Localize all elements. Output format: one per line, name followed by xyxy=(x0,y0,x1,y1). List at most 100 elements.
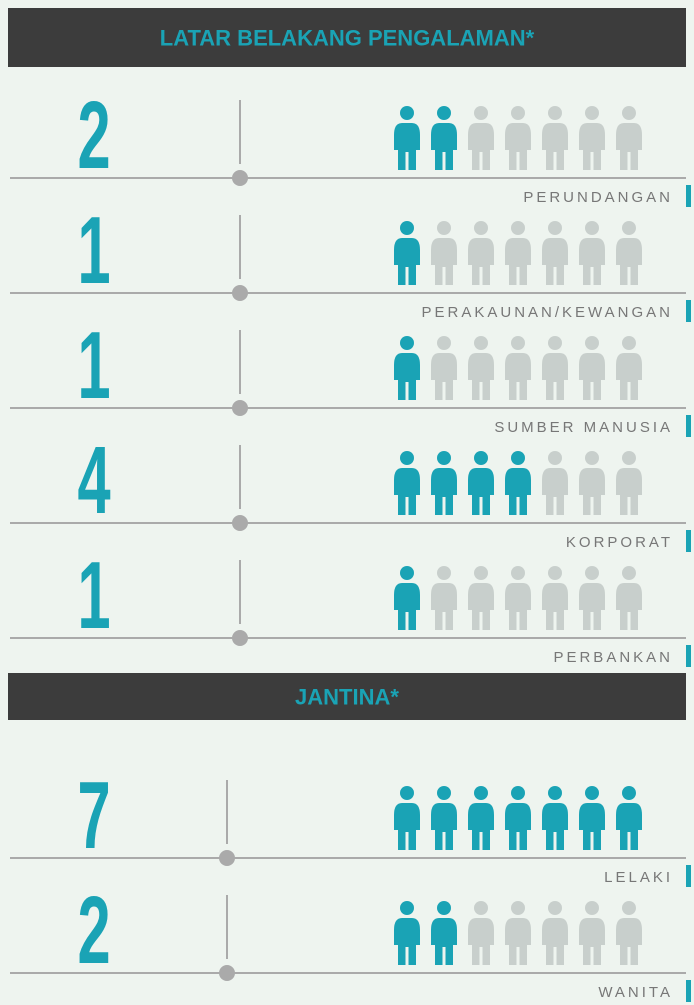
count: 7 xyxy=(77,761,110,868)
person-icon-empty xyxy=(468,336,494,400)
person-icon-empty xyxy=(616,221,642,285)
icon-head xyxy=(400,106,414,120)
row-label: PERBANKAN xyxy=(553,649,673,666)
row-label: PERUNDANGAN xyxy=(523,189,673,206)
dot xyxy=(219,850,235,866)
dot xyxy=(232,285,248,301)
icon-body xyxy=(468,238,494,285)
section-title: JANTINA* xyxy=(295,685,399,710)
person-icon-filled xyxy=(394,901,420,965)
person-icon-filled xyxy=(431,901,457,965)
icon-head xyxy=(585,336,599,350)
person-icon-empty xyxy=(616,451,642,515)
person-icon-filled xyxy=(431,106,457,170)
section-header xyxy=(8,673,686,720)
icon-body xyxy=(579,918,605,965)
icon-head xyxy=(548,566,562,580)
icon-body xyxy=(431,123,457,170)
icon-body xyxy=(616,583,642,630)
icon-body xyxy=(579,238,605,285)
icon-head xyxy=(474,336,488,350)
person-icon-filled xyxy=(542,786,568,850)
person-icon-empty xyxy=(431,566,457,630)
label-bar xyxy=(686,300,691,322)
icon-head xyxy=(400,786,414,800)
person-icon-empty xyxy=(579,566,605,630)
dot xyxy=(232,515,248,531)
person-icon-filled xyxy=(394,451,420,515)
icon-head xyxy=(585,901,599,915)
icon-body xyxy=(394,238,420,285)
icon-body xyxy=(542,238,568,285)
dot xyxy=(232,400,248,416)
icon-body xyxy=(394,123,420,170)
person-icon-empty xyxy=(505,901,531,965)
person-icon-empty xyxy=(579,901,605,965)
icon-head xyxy=(511,221,525,235)
person-icon-filled xyxy=(616,786,642,850)
icon-head xyxy=(585,451,599,465)
icon-head xyxy=(437,566,451,580)
person-icon-empty xyxy=(505,566,531,630)
icon-body xyxy=(616,803,642,850)
icon-head xyxy=(511,786,525,800)
person-icon-empty xyxy=(616,106,642,170)
icon-body xyxy=(431,583,457,630)
person-icon-empty xyxy=(542,451,568,515)
label-bar xyxy=(686,865,691,887)
person-icon-filled xyxy=(394,221,420,285)
person-icon-filled xyxy=(505,786,531,850)
icon-body xyxy=(505,583,531,630)
person-icon-filled xyxy=(394,566,420,630)
icon-body xyxy=(468,803,494,850)
icon-body xyxy=(542,468,568,515)
icon-body xyxy=(394,468,420,515)
person-icon-empty xyxy=(431,221,457,285)
count: 4 xyxy=(77,426,110,533)
label-bar xyxy=(686,530,691,552)
count: 1 xyxy=(77,541,110,648)
icon-body xyxy=(579,583,605,630)
icon-body xyxy=(542,123,568,170)
label-bar xyxy=(686,185,691,207)
person-icon-empty xyxy=(542,106,568,170)
icon-body xyxy=(616,918,642,965)
icon-body xyxy=(542,803,568,850)
icon-head xyxy=(400,566,414,580)
icon-body xyxy=(468,918,494,965)
icon-head xyxy=(585,106,599,120)
icon-head xyxy=(511,566,525,580)
icon-head xyxy=(548,106,562,120)
icon-head xyxy=(437,786,451,800)
person-icon-empty xyxy=(468,221,494,285)
person-icon-filled xyxy=(505,451,531,515)
icon-body xyxy=(505,468,531,515)
icon-head xyxy=(622,566,636,580)
icon-body xyxy=(579,353,605,400)
person-icon-empty xyxy=(542,221,568,285)
person-icon-empty xyxy=(505,106,531,170)
icon-body xyxy=(394,803,420,850)
icon-body xyxy=(431,353,457,400)
icon-body xyxy=(616,238,642,285)
icon-body xyxy=(616,123,642,170)
row-label: SUMBER MANUSIA xyxy=(494,419,673,436)
icon-head xyxy=(474,106,488,120)
icon-body xyxy=(579,803,605,850)
icon-head xyxy=(622,901,636,915)
icon-head xyxy=(400,336,414,350)
person-icon-empty xyxy=(505,221,531,285)
icon-head xyxy=(400,451,414,465)
icon-body xyxy=(394,353,420,400)
icon-head xyxy=(437,106,451,120)
person-icon-empty xyxy=(579,221,605,285)
icon-head xyxy=(511,336,525,350)
dot xyxy=(219,965,235,981)
count: 2 xyxy=(77,81,110,188)
icon-head xyxy=(622,336,636,350)
count: 2 xyxy=(77,876,110,983)
icon-body xyxy=(505,918,531,965)
icon-head xyxy=(585,221,599,235)
icon-head xyxy=(474,901,488,915)
